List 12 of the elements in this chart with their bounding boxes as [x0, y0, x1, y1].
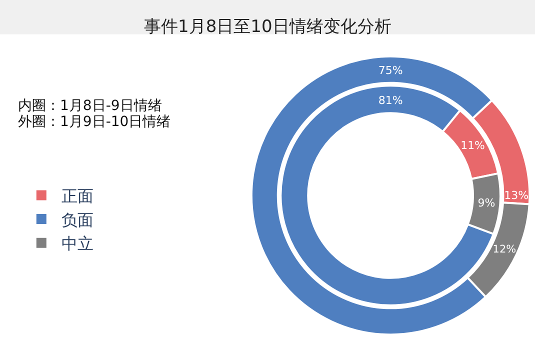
chart-title: 事件1月8日至10日情绪变化分析: [144, 17, 392, 37]
text: 外圈：1月9日-10日情绪: [18, 114, 171, 130]
legend-label: 中立: [61, 234, 94, 254]
text: 内圈：1月8日-9日情绪: [18, 98, 162, 114]
legend-label: 正面: [61, 186, 94, 206]
data-label: 81%: [378, 94, 403, 108]
data-label: 9%: [478, 196, 496, 210]
data-label: 11%: [460, 139, 485, 152]
data-label: 12%: [492, 243, 516, 256]
data-label: 75%: [378, 64, 403, 78]
data-label: 13%: [504, 189, 529, 202]
legend-label: 负面: [61, 210, 94, 230]
